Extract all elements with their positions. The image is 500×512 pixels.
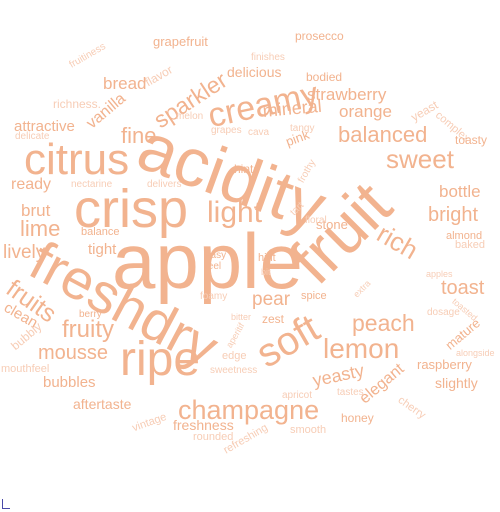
word-prosecco: prosecco [295, 29, 344, 43]
word-feel: feel [205, 261, 222, 272]
word-balance: balance [81, 226, 120, 238]
word-grapefruit: grapefruit [153, 34, 208, 49]
word-apples: apples [426, 269, 453, 279]
word-strawberry: strawberry [307, 85, 387, 104]
word-sweetness: sweetness [210, 365, 258, 376]
word-apricot: apricot [282, 390, 313, 401]
word-mature: mature [442, 315, 483, 353]
word-fruitiness: fruitiness [67, 41, 108, 71]
word-toasty: toasty [455, 133, 488, 147]
word-toast: toast [441, 277, 485, 299]
word-light: light [207, 196, 263, 229]
word-fine: fine [121, 123, 157, 148]
word-bodied: bodied [306, 70, 343, 84]
word-fruity: fruity [62, 316, 115, 343]
word-finishes: finishes [251, 52, 285, 63]
word-tight: tight [88, 241, 117, 258]
word-mouthfeel: mouthfeel [1, 363, 50, 375]
corner-bracket-mark [2, 499, 10, 509]
word-delicate: delicate [15, 131, 50, 142]
word-freshness: freshness [173, 417, 234, 433]
word-brut: brut [21, 201, 51, 220]
word-extra: extra [351, 278, 373, 300]
word-smooth: smooth [290, 424, 327, 436]
word-attractive: attractive [14, 118, 75, 135]
word-mousse: mousse [38, 342, 109, 364]
word-pear: pear [252, 289, 291, 310]
word-lemon: lemon [323, 333, 400, 364]
word-dosage: dosage [427, 307, 460, 318]
word-crisp: crisp [74, 179, 189, 239]
word-bit: bit [261, 267, 271, 277]
word-nectarine: nectarine [71, 179, 113, 190]
word-berry: berry [79, 309, 102, 320]
word-zest: zest [262, 312, 285, 326]
word-delicious: delicious [227, 64, 282, 80]
word-peach: peach [352, 310, 415, 336]
word-yeasty: yeasty [310, 360, 366, 391]
word-cherry: cherry [395, 394, 428, 422]
word-floral: floral [305, 215, 327, 226]
word-almond: almond [446, 230, 483, 242]
word-cava: cava [248, 127, 270, 138]
word-edge: edge [222, 350, 247, 362]
word-lime: lime [20, 216, 61, 241]
word-rounded: rounded [193, 431, 234, 443]
word-honey: honey [341, 411, 374, 425]
word-hint: hint [258, 252, 276, 264]
word-bubbles: bubbles [43, 374, 96, 391]
word-baked: baked [455, 239, 485, 251]
word-alongside: alongside [456, 348, 495, 358]
word-flavor: flavor [142, 62, 175, 90]
word-tastes: tastes [337, 387, 364, 398]
word-lively: lively [3, 242, 46, 263]
word-richness: richness. [53, 97, 102, 111]
word-hints: hints [234, 162, 260, 176]
word-citrus: citrus [24, 135, 130, 184]
word-ripe: ripe [120, 333, 201, 386]
word-bitter: bitter [231, 312, 252, 322]
word-melon: melon [176, 111, 204, 122]
word-easy: easy [205, 250, 227, 261]
word-ready: ready [11, 176, 52, 193]
word-tangy: tangy [290, 123, 315, 134]
word-sweet: sweet [386, 144, 454, 174]
word-bottle: bottle [439, 182, 481, 201]
word-vintage: vintage [130, 410, 169, 435]
word-aperitif: aperitif [224, 321, 247, 350]
word-bread: bread [103, 74, 147, 93]
word-champagne: champagne [178, 395, 320, 425]
word-grapes: grapes [211, 125, 242, 136]
word-bright: bright [428, 204, 479, 226]
word-foamy: foamy [200, 291, 228, 302]
word-delivers: delivers [147, 179, 182, 190]
word-raspberry: raspberry [417, 357, 472, 372]
word-apple: apple [112, 217, 303, 305]
word-stone: stone [316, 217, 348, 232]
word-orange: orange [339, 102, 392, 121]
word-aftertaste: aftertaste [73, 396, 132, 412]
word-slightly: slightly [435, 375, 478, 391]
word-spice: spice [301, 290, 327, 302]
word-balanced: balanced [338, 122, 428, 147]
